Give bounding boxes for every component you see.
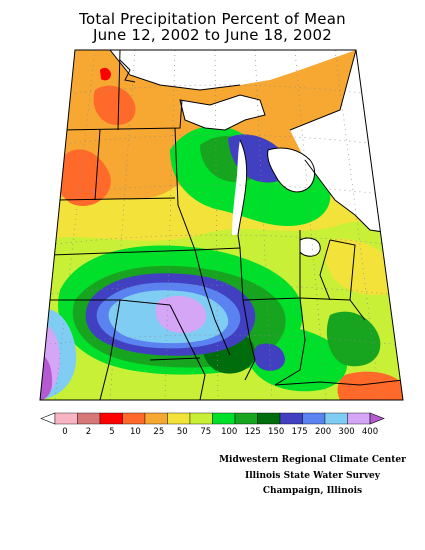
legend-swatch (279, 412, 303, 425)
legend-swatch (347, 412, 371, 425)
legend-tick-label: 125 (245, 427, 261, 437)
legend-tick-label: 10 (130, 427, 141, 437)
credit-line-1: Midwestern Regional Climate Center (219, 455, 406, 465)
map-frame (39, 49, 404, 401)
legend-swatch (99, 412, 123, 425)
legend-swatch (257, 412, 281, 425)
legend-tick-label: 400 (362, 427, 378, 437)
legend-tick-label: 25 (153, 427, 164, 437)
legend-swatch (212, 412, 236, 425)
precipitation-field (40, 50, 403, 400)
legend-swatch (302, 412, 326, 425)
legend-tick-label: 50 (177, 427, 188, 437)
legend-swatch (189, 412, 213, 425)
credit-line-3: Champaign, Illinois (262, 486, 363, 496)
legend-swatch (167, 412, 191, 425)
legend-tick-labels: 0 2 5 10 25 50 75 100 125 150 175 200 300 400 (62, 427, 378, 437)
legend-tick-label: 0 (62, 427, 67, 437)
color-legend (40, 412, 385, 425)
legend-tick-label: 2 (86, 427, 91, 437)
legend-arrow-low (40, 412, 56, 425)
legend-tick-label: 175 (291, 427, 307, 437)
legend-swatch (324, 412, 348, 425)
map-title-line-2: June 12, 2002 to June 18, 2002 (92, 26, 333, 44)
lat-lon-grid (40, 50, 402, 400)
legend-swatch (144, 412, 168, 425)
legend-tick-label: 300 (338, 427, 354, 437)
legend-swatch (54, 412, 78, 425)
legend-arrow-high (369, 412, 385, 425)
legend-tick-label: 75 (200, 427, 211, 437)
legend-tick-label: 5 (109, 427, 114, 437)
credit-line-2: Illinois State Water Survey (244, 471, 381, 481)
legend-tick-label: 200 (315, 427, 331, 437)
map-title-line-1: Total Precipitation Percent of Mean (79, 10, 346, 28)
legend-swatch (77, 412, 101, 425)
legend-tick-label: 100 (221, 427, 237, 437)
state-borders (45, 50, 403, 400)
legend-swatch (234, 412, 258, 425)
legend-tick-label: 150 (268, 427, 284, 437)
legend-swatch (122, 412, 146, 425)
